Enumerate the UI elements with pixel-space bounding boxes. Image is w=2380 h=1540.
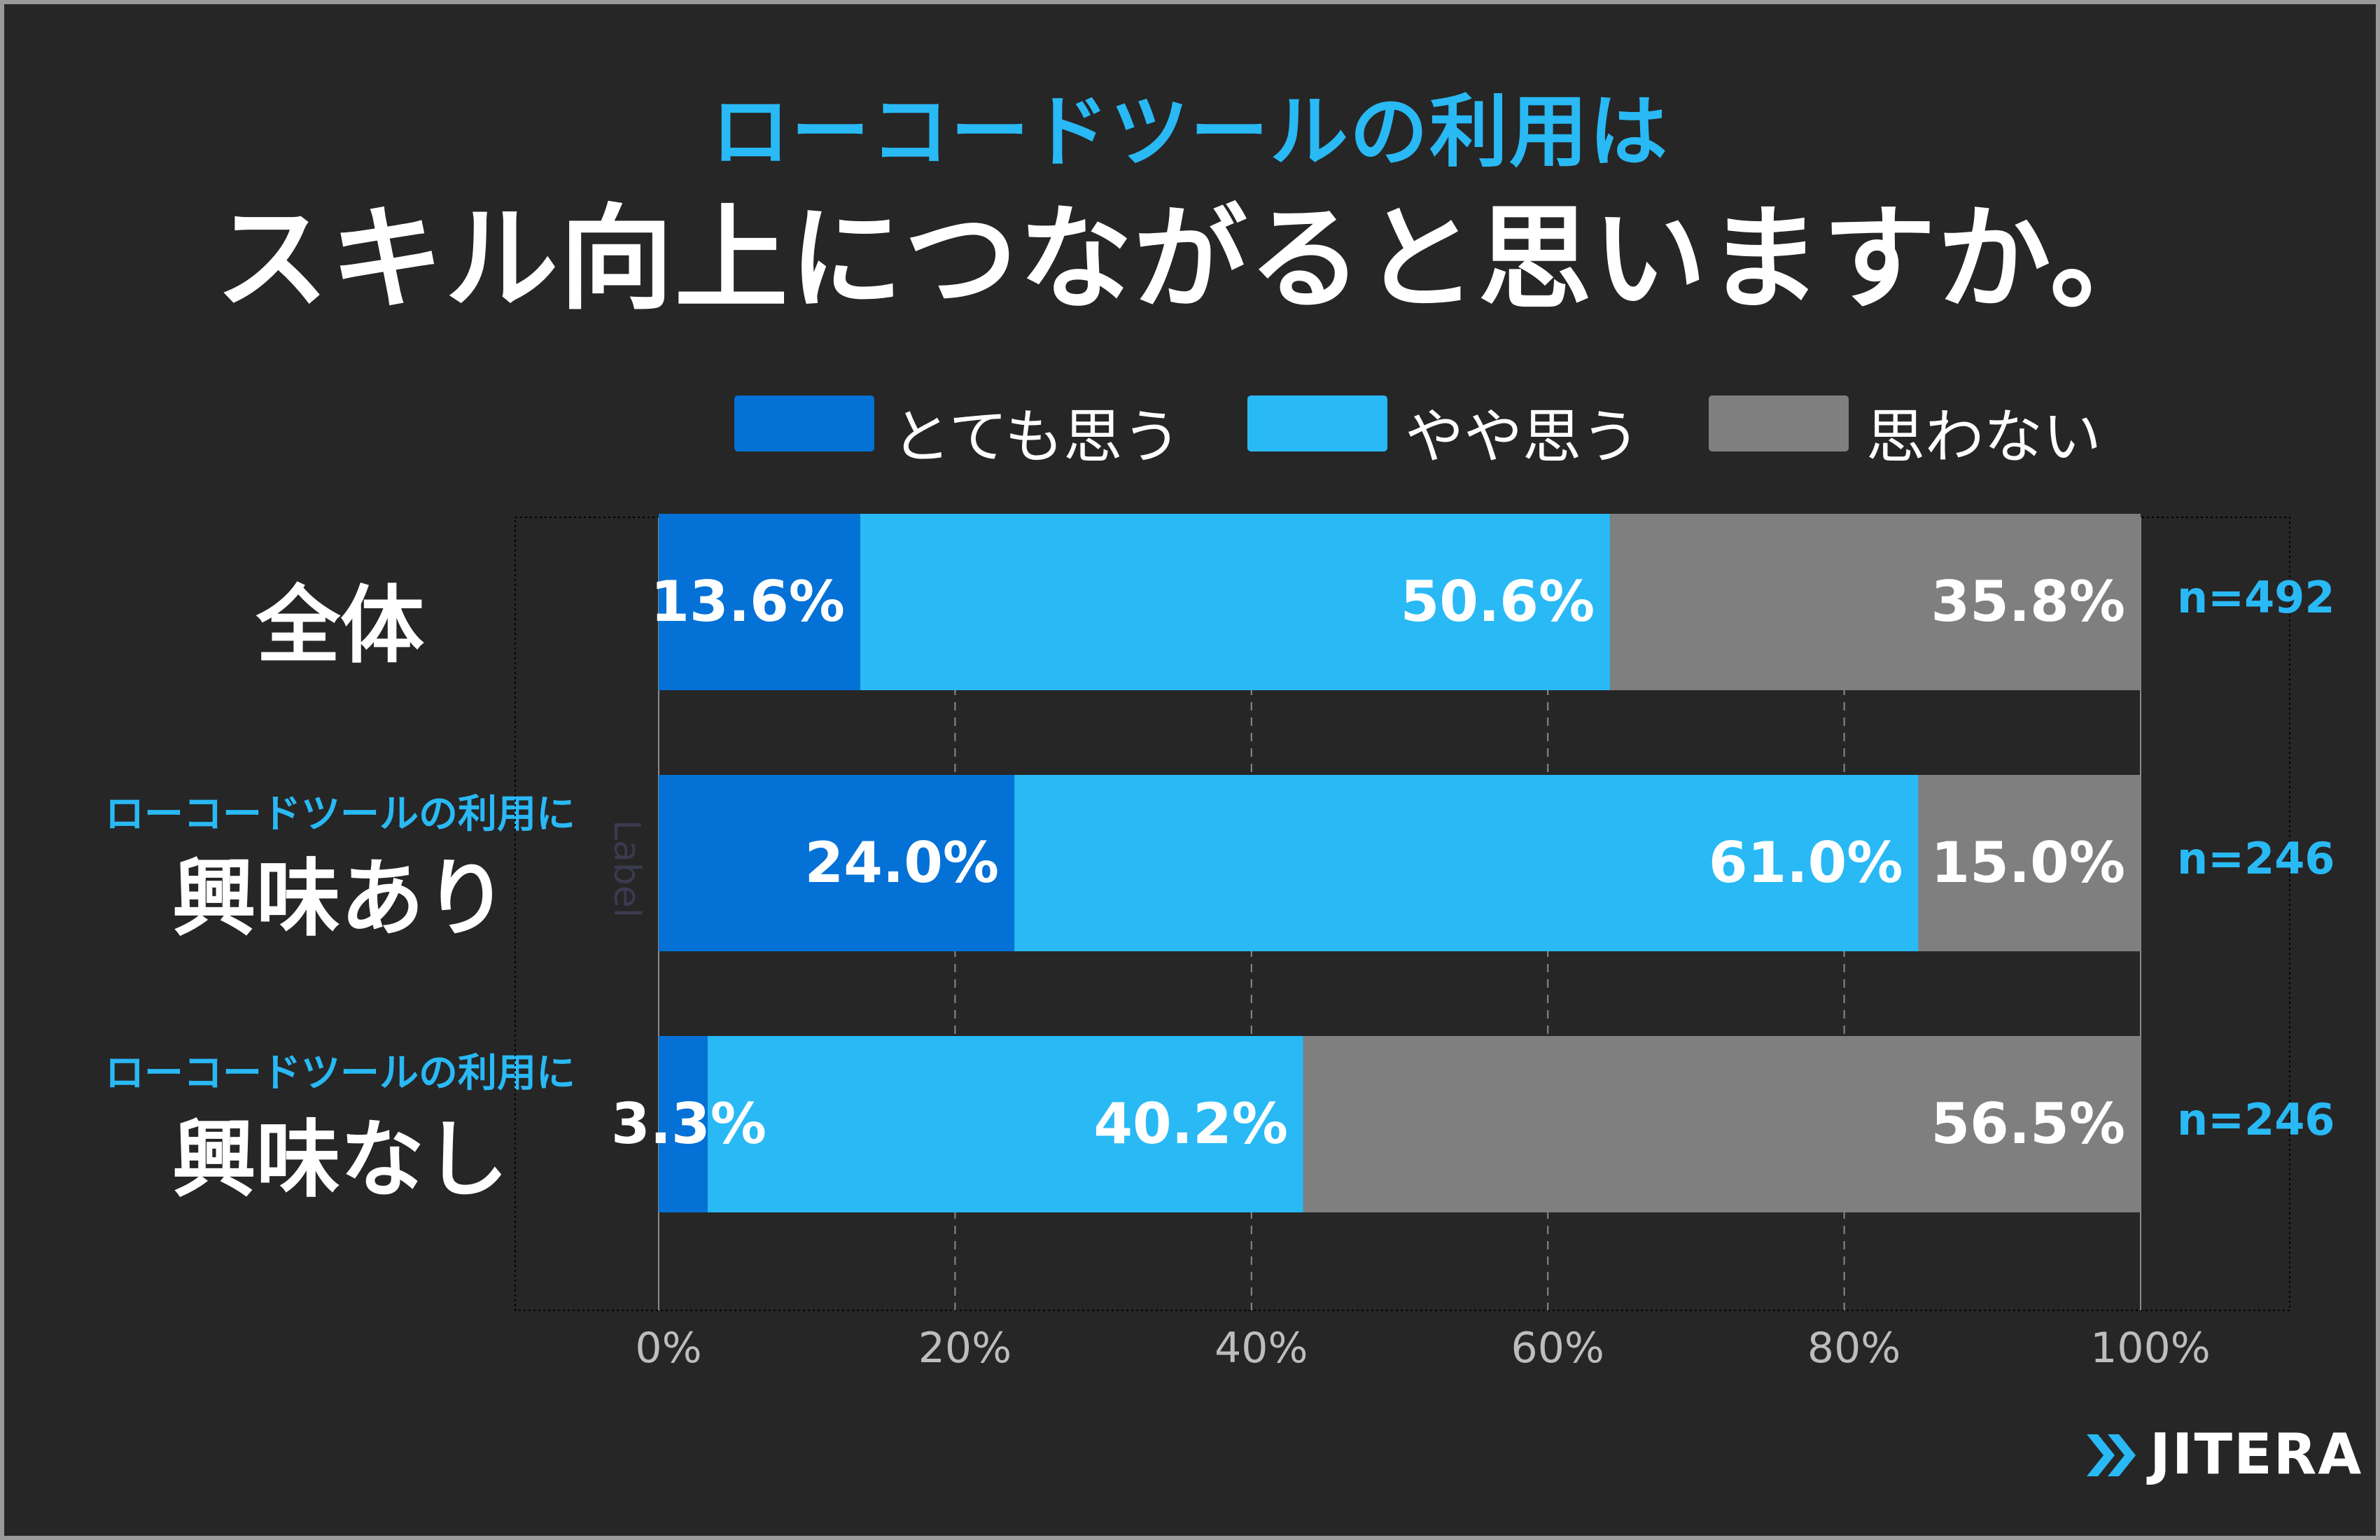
bar-segment-row0-series2	[1610, 514, 2141, 690]
row-label-overall: 全体	[256, 578, 424, 675]
x-tick-label: 40%	[1214, 1324, 1308, 1373]
bar-segment-row1-series0	[659, 775, 1015, 951]
chart-frame: ローコードツールの利用は スキル向上につながると思いますか。 とても思う やや思…	[4, 4, 2376, 1536]
x-tick-label: 20%	[918, 1324, 1011, 1373]
data-label-row1-series2: 15.0%	[1931, 830, 2125, 895]
data-label-row2-series1: 40.2%	[1093, 1091, 1288, 1156]
x-tick-label: 0%	[635, 1324, 701, 1373]
legend-label-disagree: 思わない	[1866, 402, 2102, 471]
legend-swatch-somewhat-agree	[1247, 396, 1387, 451]
sample-size-label: n=246	[2177, 1094, 2335, 1145]
chevron-double-right-icon	[2087, 1434, 2136, 1476]
data-label-row0-series0: 13.6%	[650, 569, 845, 634]
legend-swatch-strongly-agree	[734, 396, 874, 451]
bar-segment-row1-series2	[1918, 775, 2141, 951]
data-label-row1-series1: 61.0%	[1709, 830, 1903, 895]
row-sublabel-not-interested: ローコードツールの利用に	[105, 1051, 575, 1096]
bar-segment-row2-series2	[1303, 1036, 2141, 1212]
bar-segment-row0-series0	[659, 514, 860, 690]
legend-swatch-disagree	[1709, 396, 1849, 451]
x-tick-label: 100%	[2090, 1324, 2211, 1373]
sample-size-label: n=246	[2177, 833, 2335, 884]
sample-size-label: n=492	[2177, 572, 2335, 623]
legend-label-strongly-agree: とても思う	[892, 402, 1182, 471]
chart-title-line2: スキル向上につながると思いますか。	[215, 194, 2165, 326]
data-label-row2-series2: 56.5%	[1931, 1091, 2125, 1156]
bar-segment-row2-series1	[707, 1036, 1303, 1212]
chart-title-line1: ローコードツールの利用は	[711, 87, 1669, 178]
row-sublabel-interested: ローコードツールの利用に	[105, 792, 575, 837]
x-tick-label: 60%	[1511, 1324, 1604, 1373]
stacked-bar-chart: 0% 20% 40% 60% 80% 100% Label 13.6% 50.6% 35.8% n=…	[514, 514, 2335, 1373]
bar-segment-row0-series1	[860, 514, 1611, 690]
row-label-not-interested: 興味なし	[172, 1112, 508, 1209]
data-label-row2-series0: 3.3%	[611, 1091, 766, 1156]
bar-segment-row1-series1	[1014, 775, 1919, 951]
y-axis-placeholder-label: Label	[606, 820, 648, 918]
data-label-row0-series2: 35.8%	[1931, 569, 2125, 634]
x-tick-label: 80%	[1807, 1324, 1900, 1373]
legend-label-somewhat-agree: やや思う	[1405, 402, 1641, 471]
row-label-interested: 興味あり	[172, 850, 508, 948]
bar-segment-row2-series0	[659, 1036, 708, 1212]
data-label-row1-series0: 24.0%	[805, 830, 1000, 895]
data-label-row0-series1: 50.6%	[1401, 569, 1595, 634]
brand-name: JITERA	[2150, 1422, 2363, 1487]
